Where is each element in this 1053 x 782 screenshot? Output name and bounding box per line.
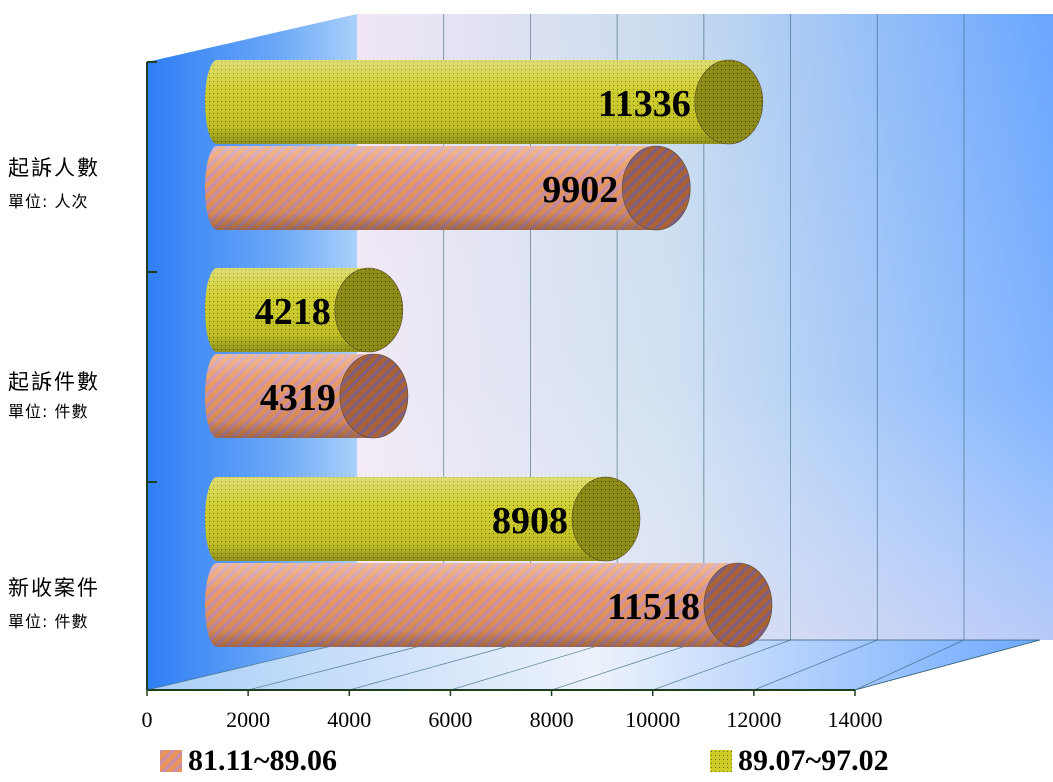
bar-end-cap [334,267,404,353]
category-unit: 單位: 人次 [8,192,89,211]
bar-value-label: 11336 [598,83,691,125]
floor-gridline [854,639,965,691]
floor [147,640,1040,690]
category-label-indictment-cases: 起訴件數 單位: 件數 [8,366,100,422]
bar-value-label: 8908 [492,500,568,542]
legend-label: 89.07~97.02 [738,744,889,777]
legend-item-series-1: 81.11~89.06 [160,744,337,778]
legend-swatch-dots [710,750,732,772]
bar-value-label: 4218 [255,291,331,333]
legend-swatch-stripes [160,750,182,772]
bar-end-cap [694,59,764,145]
bar-end-cap [703,562,773,648]
x-tick-label: 10000 [625,707,680,732]
floor-gridline [248,639,444,691]
bar-s2-c1: 11336 [205,59,764,145]
bar-end-cap [571,476,641,562]
category-unit: 單位: 件數 [8,402,89,421]
x-tick-label: 4000 [327,707,371,732]
bar-value-label: 4319 [260,377,336,419]
category-label-new-cases: 新收案件 單位: 件數 [8,572,100,632]
bar-s1-c3: 11518 [205,562,773,648]
category-label-indictment-persons: 起訴人數 單位: 人次 [8,152,100,212]
bar-shading [205,268,369,352]
x-tick-label: 6000 [428,707,472,732]
bar-value-label: 11518 [607,586,700,628]
legend-item-series-2: 89.07~97.02 [710,744,889,778]
bar-shading [205,477,606,561]
bar-shading [205,354,374,438]
bar-end-cap [621,145,691,231]
x-tick-label: 8000 [530,707,574,732]
bar-shading [205,146,657,230]
floor-gridline [551,639,704,691]
x-tick-label: 0 [142,707,153,732]
category-unit: 單位: 件數 [8,612,89,631]
floor-gridline [450,639,618,691]
bar-shading [205,563,738,647]
category-name: 起訴人數 [8,156,100,180]
floor-gridline [753,639,878,691]
floor-gridline [349,639,531,691]
legend-label: 81.11~89.06 [188,744,337,777]
floor-gridline [652,639,791,691]
floor-gridline [146,639,358,691]
bar-s2-c2: 4218 [205,267,404,353]
bar-s1-c2: 4319 [205,353,409,439]
x-tick-label: 14000 [828,707,883,732]
bar-end-cap [339,353,409,439]
x-tick-label: 12000 [726,707,781,732]
category-name: 起訴件數 [8,370,100,394]
bar-value-label: 9902 [542,169,618,211]
category-name: 新收案件 [8,576,100,600]
bar-shading [205,60,729,144]
floor-right-edge [854,639,1041,691]
bar-s2-c3: 8908 [205,476,641,562]
bar-s1-c1: 9902 [205,145,691,231]
x-tick-label: 2000 [226,707,270,732]
